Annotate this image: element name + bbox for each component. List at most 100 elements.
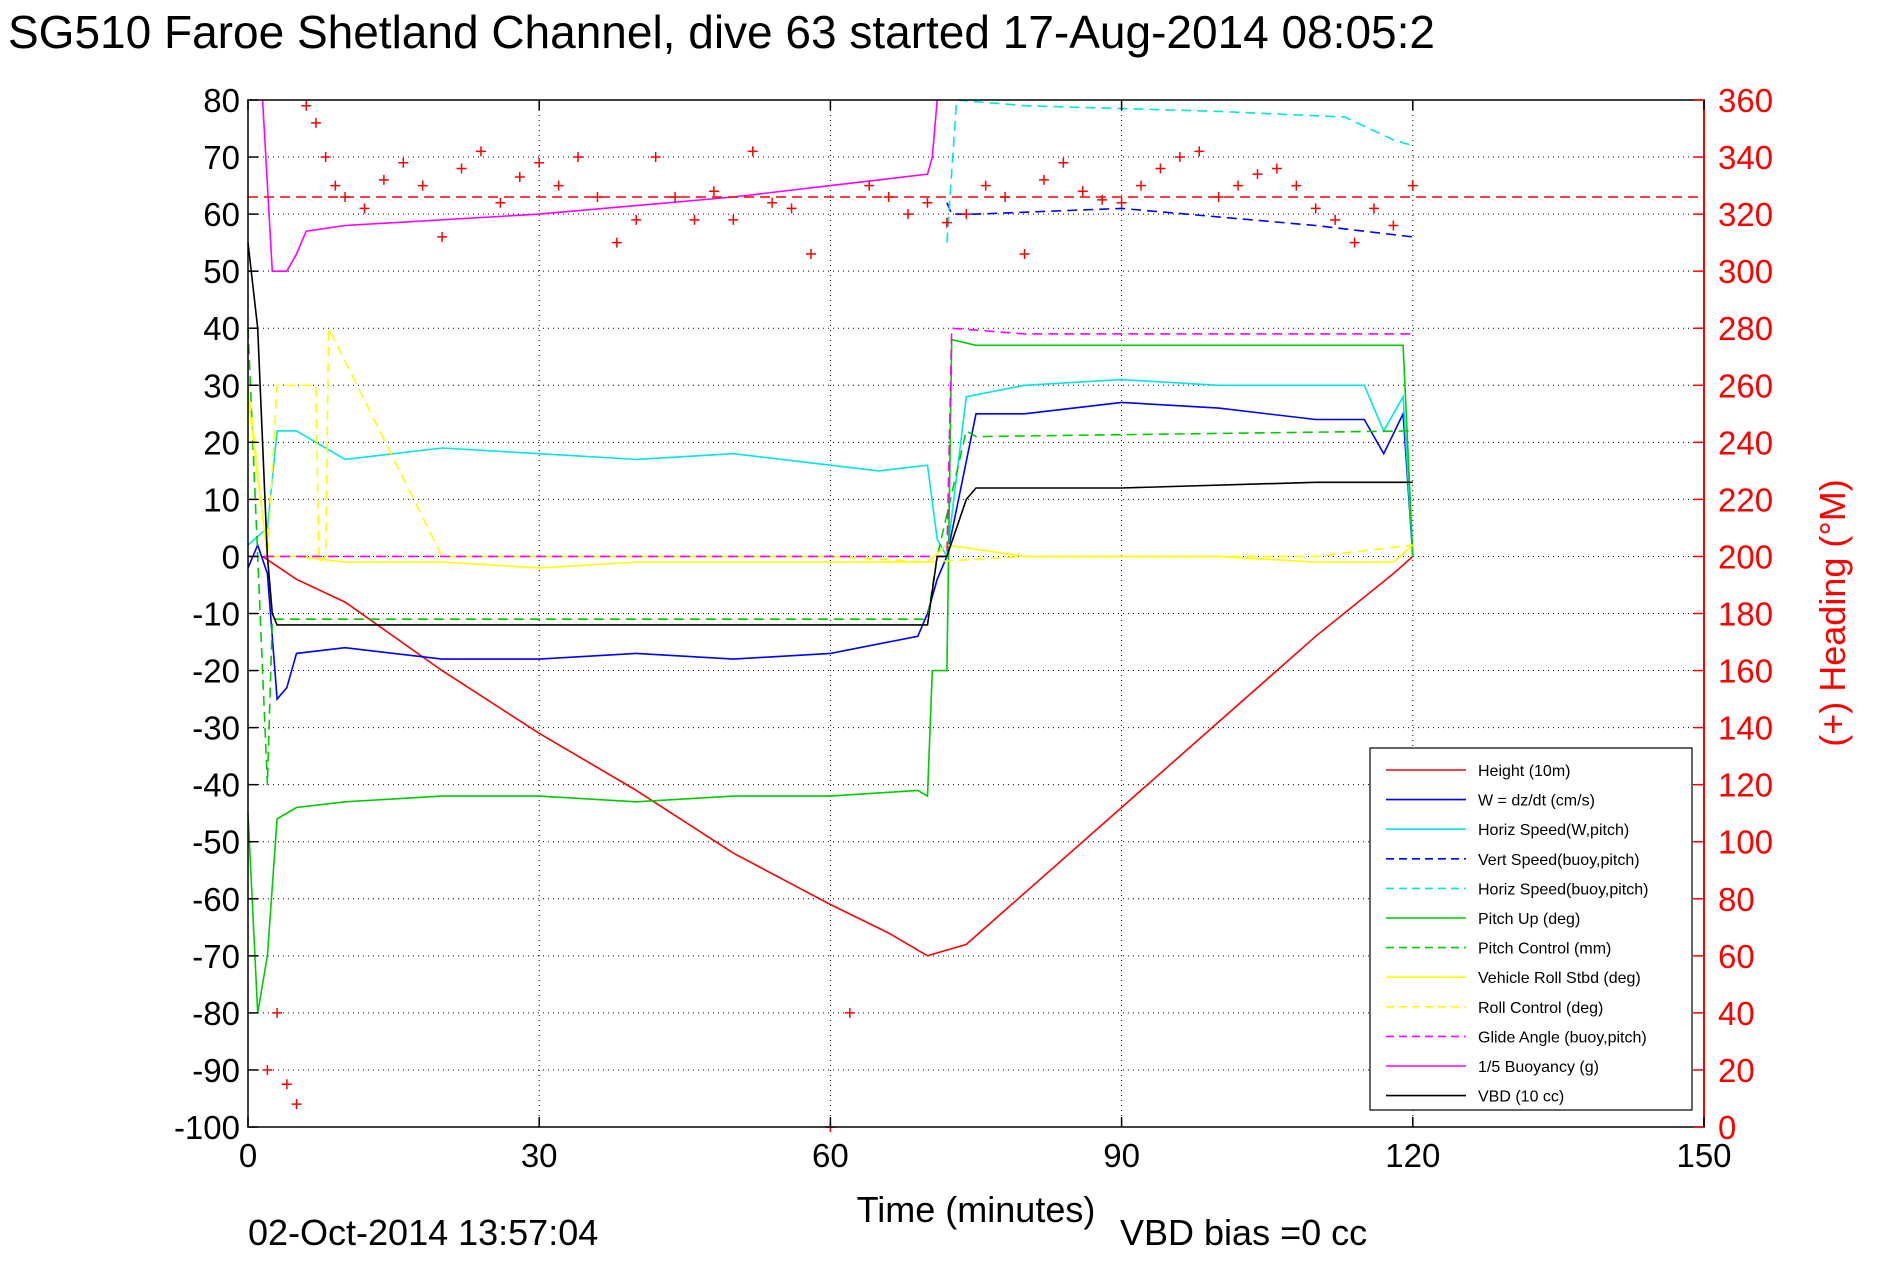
chart-title: SG510 Faroe Shetland Channel, dive 63 st… bbox=[8, 6, 1435, 58]
series-line-1 bbox=[247, 401, 1414, 702]
heading-marker bbox=[708, 186, 719, 197]
heading-marker bbox=[631, 214, 642, 225]
heading-marker bbox=[1116, 197, 1127, 208]
x-tick-label: 60 bbox=[812, 1137, 849, 1174]
heading-marker bbox=[1194, 146, 1205, 157]
series-line-8 bbox=[247, 327, 1413, 564]
x-tick-label: 150 bbox=[1676, 1137, 1731, 1174]
y2-axis-label: (+) Heading (°M) bbox=[1812, 479, 1853, 746]
heading-marker bbox=[417, 180, 428, 191]
y2-tick-label: 300 bbox=[1718, 253, 1773, 290]
plot-area bbox=[247, 99, 1414, 1014]
heading-marker bbox=[320, 152, 331, 163]
y2-tick-label: 340 bbox=[1718, 139, 1773, 176]
y2-tick-label: 320 bbox=[1718, 196, 1773, 233]
y-tick-label: -90 bbox=[192, 1052, 240, 1089]
heading-marker bbox=[747, 146, 758, 157]
legend-label-4: Horiz Speed(buoy,pitch) bbox=[1478, 881, 1648, 898]
heading-marker bbox=[1233, 180, 1244, 191]
heading-marker bbox=[1058, 157, 1069, 168]
y-tick-label: 10 bbox=[203, 481, 240, 518]
y2-tick-label: 0 bbox=[1718, 1109, 1736, 1146]
y2-tick-label: 280 bbox=[1718, 310, 1773, 347]
y2-tick-label: 160 bbox=[1718, 653, 1773, 690]
heading-marker bbox=[1077, 186, 1088, 197]
y2-tick-label: 40 bbox=[1718, 995, 1755, 1032]
y2-tick-label: 20 bbox=[1718, 1052, 1755, 1089]
y-tick-label: -30 bbox=[192, 710, 240, 747]
heading-marker bbox=[262, 1064, 273, 1075]
y-tick-label: 70 bbox=[203, 139, 240, 176]
y-tick-label: -60 bbox=[192, 881, 240, 918]
x-tick-label: 0 bbox=[239, 1137, 257, 1174]
heading-marker bbox=[340, 191, 351, 202]
heading-marker bbox=[310, 117, 321, 128]
heading-marker bbox=[1252, 169, 1263, 180]
y-tick-label: -50 bbox=[192, 824, 240, 861]
series-line-2 bbox=[247, 378, 1414, 559]
heading-marker bbox=[330, 180, 341, 191]
heading-marker bbox=[1368, 203, 1379, 214]
heading-marker bbox=[922, 197, 933, 208]
series-line-11 bbox=[247, 242, 1413, 626]
y-tick-label: -10 bbox=[192, 596, 240, 633]
heading-marker bbox=[864, 180, 875, 191]
heading-marker bbox=[786, 203, 797, 214]
heading-marker bbox=[1019, 249, 1030, 260]
heading-marker bbox=[670, 191, 681, 202]
heading-marker bbox=[1097, 194, 1108, 205]
y2-tick-label: 360 bbox=[1718, 82, 1773, 119]
y-tick-label: -20 bbox=[192, 653, 240, 690]
heading-marker bbox=[1388, 220, 1399, 231]
y-tick-label: 0 bbox=[222, 538, 240, 575]
heading-marker bbox=[456, 163, 467, 174]
heading-marker bbox=[1407, 180, 1418, 191]
heading-marker bbox=[1213, 191, 1224, 202]
heading-marker bbox=[475, 146, 486, 157]
heading-marker bbox=[980, 180, 991, 191]
y-tick-label: -80 bbox=[192, 995, 240, 1032]
legend-label-0: Height (10m) bbox=[1478, 763, 1570, 780]
heading-marker bbox=[728, 214, 739, 225]
heading-marker bbox=[592, 191, 603, 202]
heading-marker bbox=[689, 214, 700, 225]
heading-marker bbox=[514, 172, 525, 183]
y-tick-label: 30 bbox=[203, 367, 240, 404]
heading-marker bbox=[291, 1099, 302, 1110]
heading-marker bbox=[1136, 180, 1147, 191]
heading-marker bbox=[437, 231, 448, 242]
heading-marker bbox=[495, 197, 506, 208]
heading-marker bbox=[398, 157, 409, 168]
heading-marker bbox=[378, 174, 389, 185]
x-tick-label: 90 bbox=[1103, 1137, 1140, 1174]
y2-tick-label: 140 bbox=[1718, 710, 1773, 747]
heading-marker bbox=[903, 209, 914, 220]
heading-marker bbox=[1310, 203, 1321, 214]
y-tick-label: 50 bbox=[203, 253, 240, 290]
legend-label-6: Pitch Control (mm) bbox=[1478, 941, 1611, 958]
heading-marker bbox=[1155, 163, 1166, 174]
heading-marker bbox=[1291, 180, 1302, 191]
heading-marker bbox=[534, 157, 545, 168]
axes: 0 30 60 90 120 15080706050403020100-10-20-30-… bbox=[174, 82, 1773, 1174]
heading-marker bbox=[1000, 191, 1011, 202]
heading-marker bbox=[553, 180, 564, 191]
legend-label-3: Vert Speed(buoy,pitch) bbox=[1478, 852, 1640, 869]
legend-label-7: Vehicle Roll Stbd (deg) bbox=[1478, 970, 1641, 987]
series-line-0 bbox=[262, 555, 1414, 957]
y2-tick-label: 220 bbox=[1718, 481, 1773, 518]
y-tick-label: -70 bbox=[192, 938, 240, 975]
y2-tick-label: 80 bbox=[1718, 881, 1755, 918]
legend-label-10: 1/5 Buoyancy (g) bbox=[1478, 1059, 1599, 1076]
y-tick-label: 40 bbox=[203, 310, 240, 347]
heading-marker bbox=[961, 209, 972, 220]
x-tick-label: 30 bbox=[521, 1137, 558, 1174]
heading-marker bbox=[1330, 214, 1341, 225]
heading-marker bbox=[1038, 174, 1049, 185]
x-tick-label: 120 bbox=[1385, 1137, 1440, 1174]
legend-label-8: Roll Control (deg) bbox=[1478, 1000, 1603, 1017]
heading-marker bbox=[767, 197, 778, 208]
heading-marker bbox=[844, 1007, 855, 1018]
series-line-5 bbox=[247, 338, 1414, 1014]
